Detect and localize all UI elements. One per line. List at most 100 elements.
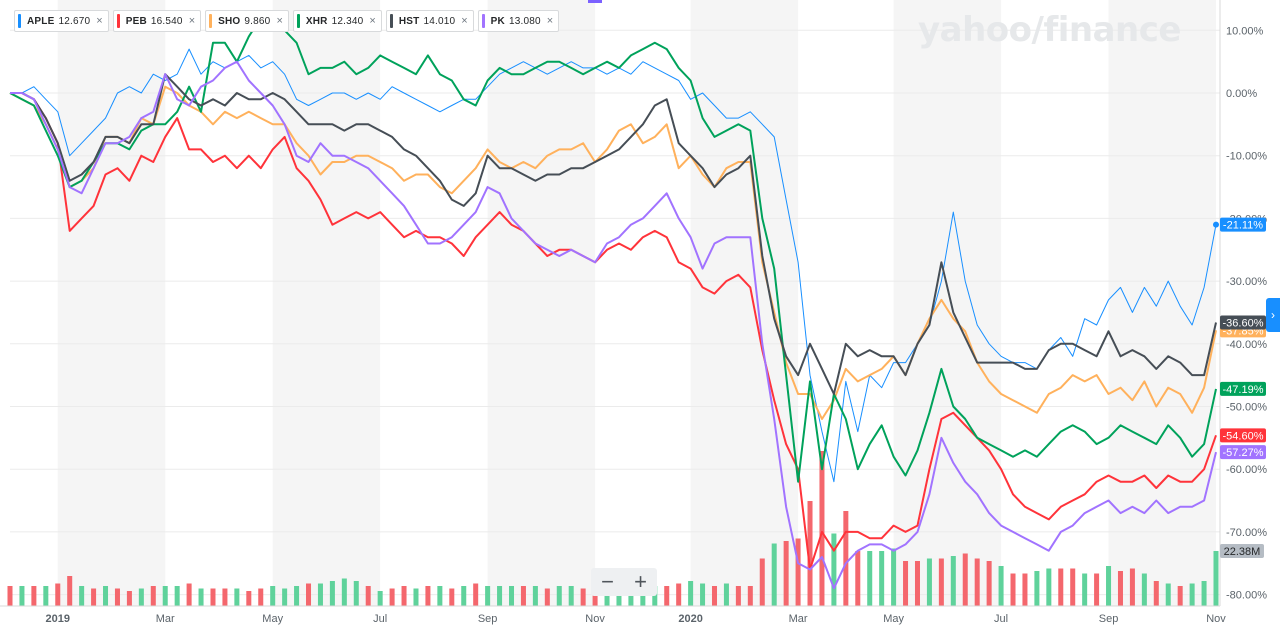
y-tick-label: 0.00% [1226,88,1257,100]
legend-tag-pk[interactable]: PK 13.080 × [477,10,560,32]
volume-bar [353,581,359,606]
aple-color-swatch [18,14,21,28]
end-label-box-peb [1220,428,1266,443]
volume-bar [676,583,682,606]
legend: APLE 12.670 × PEB 16.540 × SHO 9.860 × XHR 12.3… [14,10,560,32]
volume-bar [413,588,419,606]
volume-bar [664,586,670,606]
volume-bar [377,591,383,606]
volume-bar [138,588,144,606]
volume-bar [914,561,920,606]
series-lines [9,10,1219,590]
volume-bar [556,586,562,606]
series-end-labels: 22.38M-21.11%-54.60%-37.85%-47.19%-36.60… [1220,217,1266,558]
remove-xhr-icon[interactable]: × [369,15,376,27]
volume-bar [891,548,897,606]
volume-bar [1189,583,1195,606]
volume-bar [819,451,825,606]
legend-tag-sho[interactable]: SHO 9.860 × [205,10,289,32]
remove-aple-icon[interactable]: × [96,15,103,27]
x-axis: 2019 Mar May Jul Sep Nov 2020 Mar May Jul Sep Nov [0,605,1226,625]
volume-bar [783,541,789,606]
x-tick-label: Mar [156,613,175,625]
volume-bar [1094,573,1100,606]
volume-bar [628,586,634,606]
volume-bar [114,588,120,606]
volume-bar [723,583,729,606]
x-tick-label: Sep [478,613,498,625]
volume-bar [1117,571,1123,606]
remove-hst-icon[interactable]: × [461,15,468,27]
volume-bar [544,588,550,606]
top-marker [588,0,602,3]
volume-bar [258,588,264,606]
series-line-aple [10,48,1217,483]
volume-bar [747,586,753,606]
volume-bar [1034,571,1040,606]
volume-bar [437,586,443,606]
y-tick-label: -40.00% [1226,339,1267,351]
remove-sho-icon[interactable]: × [276,15,283,27]
volume-bar [270,586,276,606]
volume-bar [1141,573,1147,606]
legend-symbol: PK [490,15,505,27]
volume-bar [31,586,37,606]
volume-bar [91,588,97,606]
volume-bar [1153,581,1159,606]
x-tick-label: May [262,613,283,625]
volume-bar [1010,573,1016,606]
volume-bar [759,558,765,606]
y-tick-label: -70.00% [1226,527,1267,539]
volume-bar [1022,573,1028,606]
volume-bar [401,586,407,606]
y-tick-label: -60.00% [1226,464,1267,476]
zoom-in-button[interactable]: + [634,569,647,594]
legend-symbol: APLE [27,15,55,27]
grid-lines [10,29,1220,596]
expand-panel-button[interactable]: › [1266,298,1280,332]
legend-value: 12.340 [331,15,364,27]
volume-bar [1082,573,1088,606]
legend-tag-hst[interactable]: HST 14.010 × [385,10,474,32]
volume-bar [55,583,61,606]
volume-bar [974,558,980,606]
volume-bar [174,586,180,606]
volume-bar [186,583,192,606]
remove-peb-icon[interactable]: × [188,15,196,27]
volume-bar [449,588,455,606]
zoom-out-button[interactable]: − [601,569,614,594]
remove-pk-icon[interactable]: × [546,15,554,27]
legend-tag-aple[interactable]: APLE 12.670 × [14,10,109,32]
volume-bar [568,586,574,606]
y-tick-label: -10.00% [1226,151,1267,163]
volume-bar [234,588,240,606]
volume-bar [938,558,944,606]
volume-bar [831,533,837,606]
volume-bar [1213,551,1219,606]
legend-value: 14.010 [423,15,456,27]
end-label-box-hst [1220,315,1266,330]
volume-bar [461,586,467,606]
volume-bar [688,581,694,606]
volume-bar [246,591,252,606]
sho-color-swatch [209,14,213,28]
x-tick-label: Jul [373,613,387,625]
legend-tag-xhr[interactable]: XHR 12.340 × [292,10,382,32]
volume-bar [592,588,598,606]
legend-value: 16.540 [150,15,183,27]
month-band [1108,0,1216,606]
legend-symbol: HST [398,15,420,27]
x-tick-label: Nov [1206,613,1226,625]
volume-bars [7,451,1219,606]
volume-bar [1070,568,1076,606]
y-tick-label: -80.00% [1226,590,1267,602]
volume-bar [640,586,646,606]
legend-tag-peb[interactable]: PEB 16.540 × [112,10,202,32]
month-band [690,0,799,606]
volume-bar [19,586,25,606]
volume-bar [222,588,228,606]
x-tick-label: Sep [1099,613,1119,625]
volume-bar [317,583,323,606]
series-line-peb [10,92,1217,571]
